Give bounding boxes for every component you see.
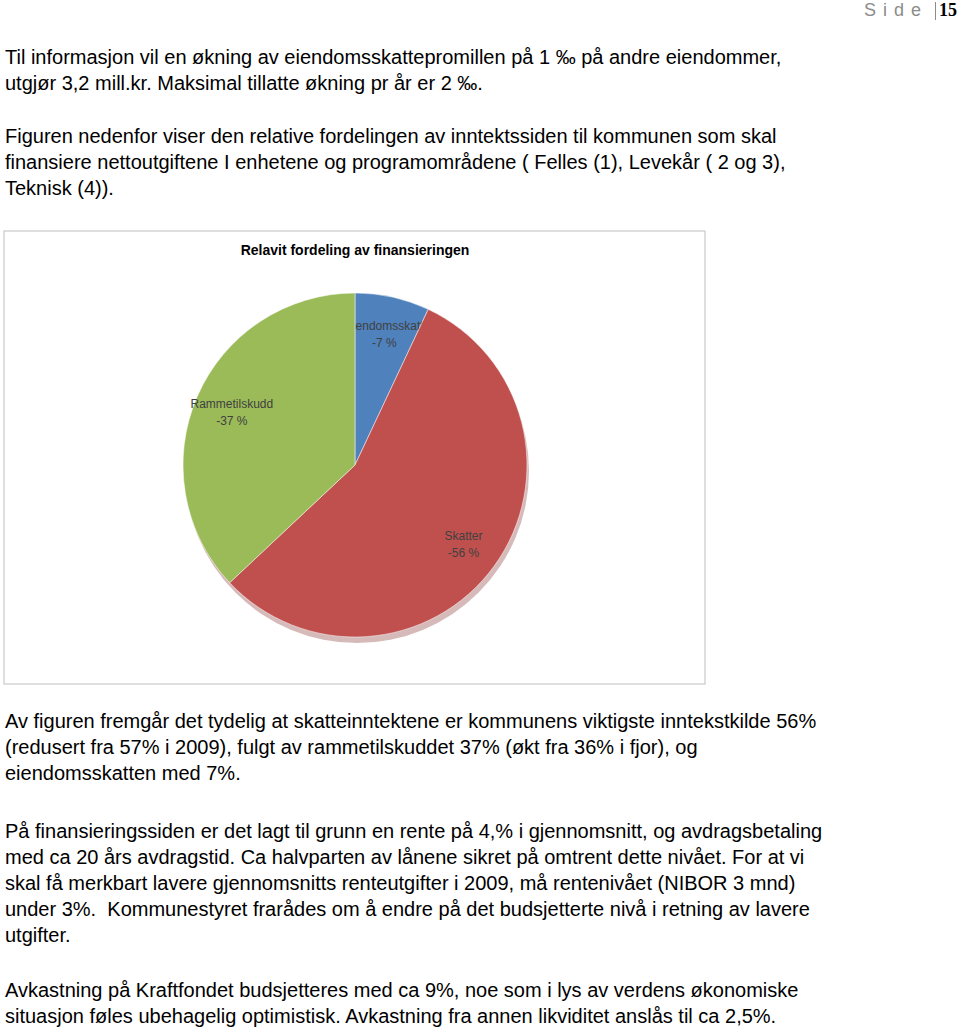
text-line: Teknisk (4)). [5,176,114,200]
text-line: eiendomsskatten med 7%. [5,761,241,785]
text-line: skal få merkbart lavere gjennomsnitts re… [5,871,795,895]
text-line: På finansieringssiden er det lagt til gr… [5,819,822,843]
data-label: -56 % [448,546,480,560]
text-line: utgjør 3,2 mill.kr. Maksimal tillatte øk… [5,71,483,95]
text-line: Av figuren fremgår det tydelig at skatte… [5,709,816,733]
header-separator [935,2,936,20]
pie-slice [183,293,355,583]
text-line: (redusert fra 57% i 2009), fulgt av ramm… [5,735,698,759]
text-line: med ca 20 års avdragstid. Ca halvparten … [5,845,804,869]
text-line: Avkastning på Kraftfondet budsjetteres m… [5,978,798,1002]
slice-category: Skatter [445,529,483,543]
slice-category: Rammetilskudd [191,397,274,411]
chart: Relavit fordeling av finansieringen Eiend… [3,230,706,685]
text-line: Figuren nedenfor viser den relative ford… [5,124,777,148]
page-number: 15 [939,0,957,21]
page-label: S i d e [864,0,922,21]
text-line: under 3%. Kommunestyret frarådes om å en… [5,897,810,921]
data-label: -7 % [372,336,397,350]
chart-title: Relavit fordeling av finansieringen [241,242,470,258]
text-line: utgifter. [5,923,71,947]
text-line: situasjon føles ubehagelig optimistisk. … [5,1004,776,1028]
data-label: -37 % [216,414,248,428]
text-line: Til informasjon vil en økning av eiendom… [5,45,781,69]
slice-category: Eiendomsskatt [345,319,424,333]
text-line: finansiere nettoutgiftene I enhetene og … [5,150,785,174]
chart-frame [4,231,705,684]
